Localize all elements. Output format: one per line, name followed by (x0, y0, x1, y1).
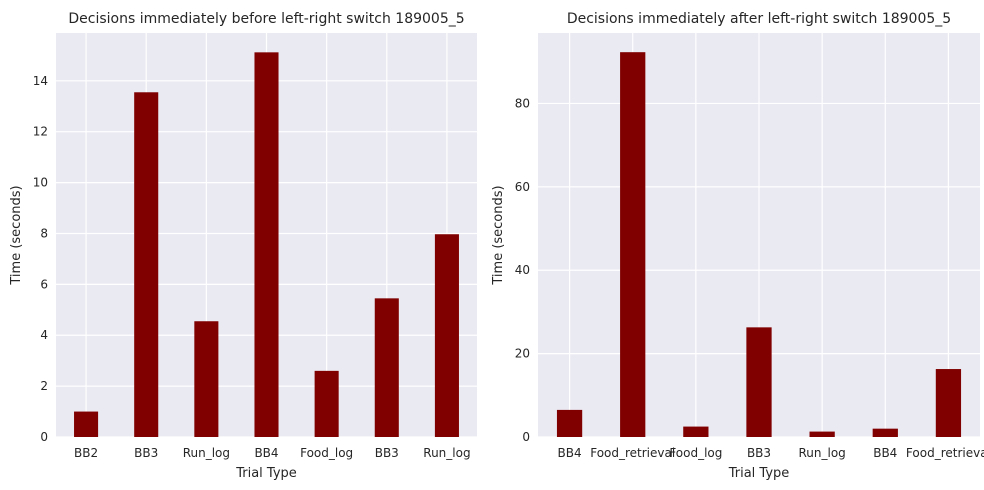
x-tick-label: BB4 (558, 446, 582, 460)
y-tick-label: 4 (40, 328, 48, 342)
chart-title: Decisions immediately after left-right s… (567, 11, 951, 27)
y-tick-label: 20 (515, 347, 530, 361)
x-axis-label: Trial Type (235, 466, 297, 481)
bar (434, 234, 459, 437)
x-tick-label: BB3 (134, 446, 158, 460)
bar (314, 370, 339, 437)
y-tick-label: 10 (33, 176, 48, 190)
y-tick-label: 60 (515, 180, 530, 194)
x-tick-label: BB2 (74, 446, 98, 460)
y-axis-label: Time (seconds) (491, 185, 506, 285)
x-tick-label: Food_log (300, 446, 353, 460)
bar (683, 426, 709, 437)
bar (620, 52, 646, 438)
y-axis-label: Time (seconds) (9, 185, 24, 285)
x-tick-label: Food_retrieval (906, 446, 984, 460)
x-tick-label: Run_log (183, 446, 230, 460)
bar (374, 298, 399, 437)
x-tick-label: Food_log (669, 446, 722, 460)
x-tick-label: BB4 (254, 446, 278, 460)
y-tick-label: 2 (40, 379, 48, 393)
x-axis-label: Trial Type (728, 466, 790, 481)
bar (254, 52, 279, 437)
x-tick-label: BB4 (873, 446, 897, 460)
bar (809, 431, 835, 437)
y-tick-label: 12 (33, 125, 48, 139)
y-tick-label: 14 (33, 74, 48, 88)
bar (194, 321, 219, 437)
x-tick-label: BB3 (375, 446, 399, 460)
bar (935, 369, 962, 437)
bar (74, 411, 99, 437)
y-tick-label: 40 (515, 263, 530, 277)
bar (134, 92, 159, 438)
x-tick-label: BB3 (747, 446, 771, 460)
chart-before-switch: 0 2 4 6 8 10 12 14 BB2 BB3 Run_log BB4 Food_log BB3 Ru… (9, 11, 477, 481)
y-tick-label: 0 (522, 430, 530, 444)
bar (746, 327, 772, 437)
x-tick-label: Food_retrieval (590, 446, 675, 460)
y-tick-label: 0 (40, 430, 48, 444)
chart-title: Decisions immediately before left-right … (68, 11, 464, 27)
y-tick-label: 6 (40, 277, 48, 291)
y-tick-label: 80 (515, 96, 530, 110)
x-tick-label: Run_log (798, 446, 845, 460)
bar (556, 409, 583, 437)
y-tick-label: 8 (40, 226, 48, 240)
bar (872, 428, 898, 437)
x-tick-label: Run_log (423, 446, 470, 460)
